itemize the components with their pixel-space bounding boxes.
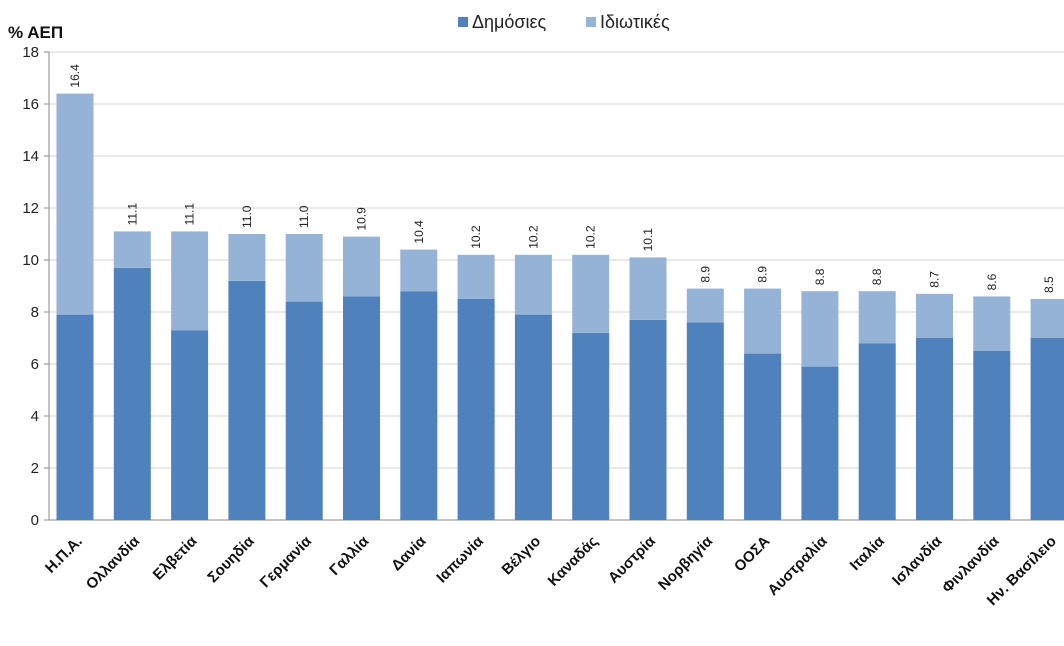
data-labels: 16.4 11.1 11.1 11.0 11.0 10.9 10.4 10.2 10.2 10.2… bbox=[68, 64, 1056, 293]
x-tick-label: Αυστραλία bbox=[764, 532, 831, 599]
bar-public bbox=[400, 291, 438, 520]
bar-public bbox=[858, 343, 896, 520]
x-tick-label: Βέλγιο bbox=[499, 533, 545, 579]
total-data-label: 8.7 bbox=[928, 271, 942, 288]
x-tick-label: Νορβηγία bbox=[655, 532, 717, 594]
bar-public bbox=[744, 353, 782, 520]
bar-private bbox=[858, 291, 896, 344]
bar-private bbox=[514, 254, 552, 315]
x-tick-label: ΟΟΣΑ bbox=[731, 533, 774, 576]
bar-public bbox=[572, 332, 610, 520]
bar-public bbox=[343, 296, 380, 520]
total-data-label: 10.4 bbox=[412, 220, 426, 244]
bar-private bbox=[686, 288, 724, 323]
legend-label-public: Δημόσιες bbox=[472, 12, 547, 32]
bar-public bbox=[973, 351, 1011, 520]
y-tick-label: 8 bbox=[31, 304, 39, 321]
x-tick-label: Καναδάς bbox=[545, 533, 602, 590]
bars bbox=[56, 93, 1064, 520]
total-data-label: 16.4 bbox=[68, 64, 82, 88]
x-tick-label: Σουηδία bbox=[204, 532, 258, 586]
total-data-label: 10.2 bbox=[584, 225, 598, 249]
x-tick-label: Ελβετία bbox=[150, 532, 201, 583]
x-tick-label: Η.Π.Α. bbox=[42, 533, 86, 577]
total-data-label: 11.0 bbox=[240, 205, 254, 228]
y-tick-labels: 0 2 4 6 8 10 12 14 16 18 bbox=[22, 44, 39, 529]
y-tick-label: 14 bbox=[22, 148, 39, 165]
bar-public bbox=[56, 314, 94, 520]
bar-private bbox=[916, 293, 953, 338]
x-tick-label: Γερμανία bbox=[257, 532, 316, 591]
x-tick-label: Ισλανδία bbox=[889, 532, 946, 589]
bar-private bbox=[56, 93, 94, 315]
total-data-label: 8.6 bbox=[985, 273, 999, 290]
y-tick-label: 12 bbox=[22, 200, 39, 217]
total-data-label: 8.8 bbox=[870, 268, 884, 285]
bar-private bbox=[1030, 299, 1064, 338]
bar-public bbox=[916, 338, 953, 520]
bar-private bbox=[113, 231, 151, 268]
bar-public bbox=[514, 314, 552, 520]
bar-private bbox=[343, 236, 380, 297]
y-axis-label: % ΑΕΠ bbox=[8, 23, 63, 42]
y-tick-label: 0 bbox=[31, 512, 39, 529]
total-data-label: 8.5 bbox=[1042, 276, 1056, 293]
bar-private bbox=[400, 249, 438, 292]
legend-label-private: Ιδιωτικές bbox=[600, 12, 670, 32]
x-tick-label: Αυστρία bbox=[605, 532, 659, 586]
bar-public bbox=[629, 319, 667, 520]
bar-public bbox=[457, 299, 495, 520]
bar-public bbox=[228, 280, 266, 520]
bar-public bbox=[285, 301, 323, 520]
bar-public bbox=[1030, 338, 1064, 520]
total-data-label: 11.1 bbox=[125, 203, 139, 226]
y-tick-label: 6 bbox=[31, 356, 39, 373]
total-data-label: 8.8 bbox=[813, 268, 827, 285]
x-tick-label: Ολλανδία bbox=[83, 532, 144, 593]
total-data-label: 10.1 bbox=[641, 228, 655, 252]
total-data-label: 10.2 bbox=[526, 225, 540, 249]
legend-swatch-public bbox=[458, 17, 468, 27]
x-tick-label: Ιαπωνία bbox=[433, 532, 487, 586]
bar-public bbox=[801, 366, 839, 520]
bar-public bbox=[171, 330, 209, 520]
y-tick-label: 10 bbox=[22, 252, 39, 269]
total-data-label: 10.2 bbox=[469, 225, 483, 249]
bar-private bbox=[572, 254, 610, 333]
y-tick-label: 4 bbox=[31, 408, 39, 425]
bar-private bbox=[171, 231, 209, 331]
total-data-label: 8.9 bbox=[756, 266, 770, 283]
bar-private bbox=[801, 291, 839, 367]
bar-private bbox=[457, 254, 495, 299]
bar-private bbox=[228, 234, 266, 281]
y-tick-label: 16 bbox=[22, 96, 39, 113]
bar-private bbox=[629, 257, 667, 320]
bar-public bbox=[113, 267, 151, 520]
bar-public bbox=[686, 322, 724, 520]
y-tick-label: 18 bbox=[22, 44, 39, 61]
total-data-label: 10.9 bbox=[355, 207, 369, 231]
y-tick-label: 2 bbox=[31, 460, 39, 477]
x-tick-label: Ιταλία bbox=[847, 532, 889, 574]
x-tick-label: Δανία bbox=[388, 532, 430, 574]
total-data-label: 11.0 bbox=[297, 205, 311, 228]
total-data-label: 8.9 bbox=[698, 266, 712, 283]
total-data-label: 11.1 bbox=[183, 203, 197, 226]
bar-private bbox=[285, 234, 323, 302]
bar-private bbox=[973, 296, 1011, 351]
bar-private bbox=[744, 288, 782, 354]
x-tick-label: Γαλλία bbox=[326, 532, 373, 579]
legend: Δημόσιες Ιδιωτικές bbox=[458, 12, 670, 32]
legend-swatch-private bbox=[586, 17, 596, 27]
